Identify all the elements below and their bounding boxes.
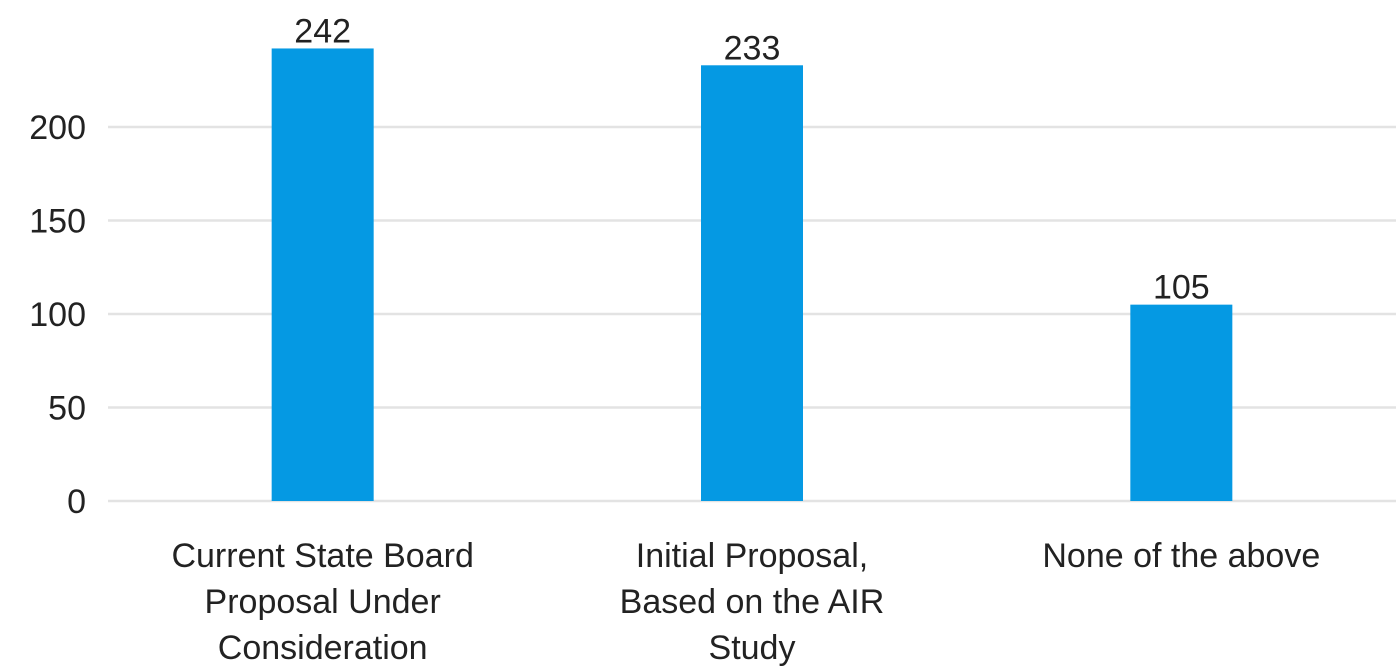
x-category-label-line: Current State Board xyxy=(171,537,473,575)
y-tick-label: 0 xyxy=(67,483,86,521)
y-tick-label: 50 xyxy=(48,390,86,428)
y-axis-ticks: 0 50 100 150 200 xyxy=(29,109,86,521)
x-category-label: Initial Proposal, Based on the AIR Study xyxy=(620,537,885,667)
data-label: 105 xyxy=(1153,269,1210,307)
bar xyxy=(271,48,374,502)
x-category-label-line: Initial Proposal, xyxy=(636,537,868,575)
x-category-label-line: Based on the AIR xyxy=(620,583,885,621)
bar xyxy=(701,65,803,501)
category-labels: Current State Board Proposal Under Conside… xyxy=(171,537,1320,667)
data-labels: 242 233 105 xyxy=(294,12,1209,306)
x-category-label-line: Proposal Under xyxy=(205,583,441,621)
y-tick-label: 150 xyxy=(29,203,86,241)
x-category-label-line: None of the above xyxy=(1042,537,1320,575)
bars xyxy=(271,48,1233,502)
x-category-label-line: Consideration xyxy=(218,629,428,667)
x-category-label: None of the above xyxy=(1042,537,1320,575)
bar xyxy=(1130,304,1233,501)
data-label: 242 xyxy=(294,12,351,50)
y-tick-label: 200 xyxy=(29,109,86,147)
x-category-label: Current State Board Proposal Under Conside… xyxy=(171,537,473,667)
x-category-label-line: Study xyxy=(709,629,796,667)
y-tick-label: 100 xyxy=(29,296,86,334)
data-label: 233 xyxy=(724,29,781,67)
